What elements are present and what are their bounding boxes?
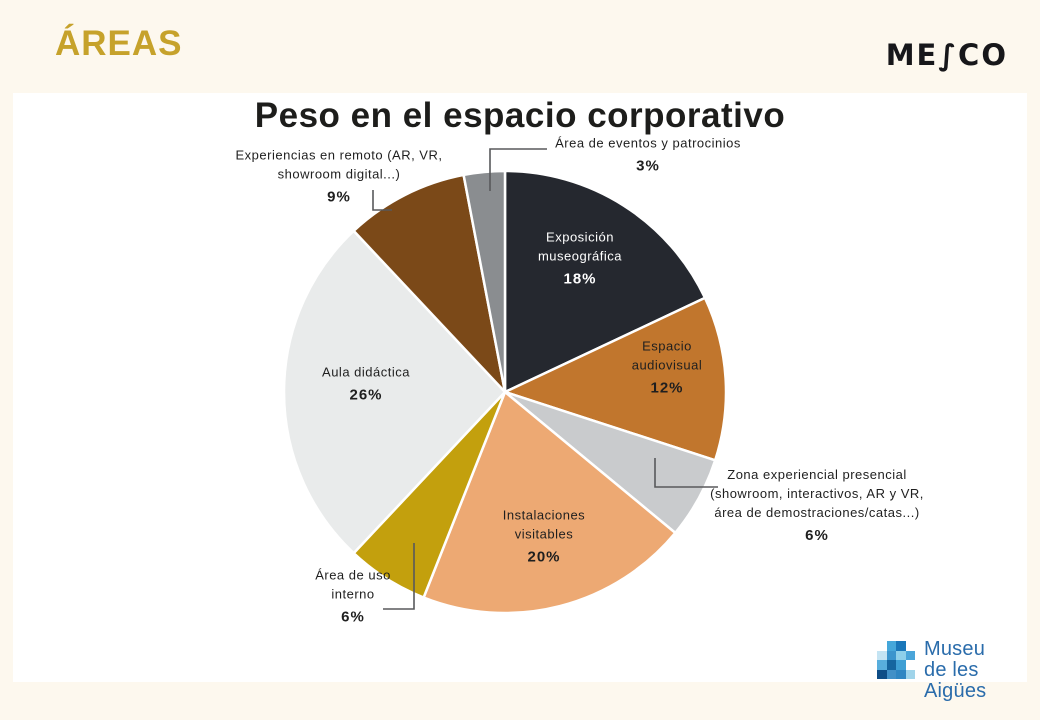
mosaic-cell xyxy=(877,641,887,651)
mosaic-cell xyxy=(886,669,896,679)
mosaic-cell xyxy=(877,660,887,670)
pie-slice-experiencias-en-remoto xyxy=(352,173,507,394)
leader-line-experiencias-en-remoto xyxy=(372,190,392,211)
mosaic-cell xyxy=(896,650,906,660)
museu-logo-line2: de les Aigües xyxy=(924,659,987,702)
mosaic-cell xyxy=(905,669,915,679)
mosaic-cell xyxy=(905,641,915,651)
museu-mosaic-icon xyxy=(877,641,915,679)
mosaic-cell xyxy=(886,660,896,670)
mesco-logo: ME∫CO xyxy=(885,38,1008,72)
leader-line-area-de-eventos-y-patrocinios xyxy=(489,148,547,191)
mosaic-cell xyxy=(877,669,887,679)
museu-logo-text: Museu de les Aigües xyxy=(924,639,1040,702)
pie-slice-exposicion-museografica xyxy=(503,169,707,394)
mosaic-cell xyxy=(896,669,906,679)
leader-line-area-de-uso-interno xyxy=(383,543,415,610)
pie-slice-instalaciones-visitables xyxy=(422,390,677,615)
mosaic-cell xyxy=(896,641,906,651)
mosaic-cell xyxy=(905,660,915,670)
mosaic-cell xyxy=(886,641,896,651)
museu-logo: Museu de les Aigües xyxy=(877,639,1040,702)
mosaic-cell xyxy=(896,660,906,670)
slide-header: ÁREAS ME∫CO xyxy=(0,0,1040,93)
leader-line-zona-experiencial-presencial xyxy=(654,458,718,488)
page-title: ÁREAS xyxy=(55,24,183,63)
mosaic-cell xyxy=(905,650,915,660)
pie-slice-area-de-eventos-y-patrocinios xyxy=(462,169,507,394)
pie-slice-aula-didactica xyxy=(282,229,507,555)
mosaic-cell xyxy=(886,650,896,660)
museu-logo-line1: Museu xyxy=(924,638,986,660)
pie-slice-espacio-audiovisual xyxy=(503,296,728,462)
mosaic-cell xyxy=(877,650,887,660)
chart-title: Peso en el espacio corporativo xyxy=(254,96,786,135)
